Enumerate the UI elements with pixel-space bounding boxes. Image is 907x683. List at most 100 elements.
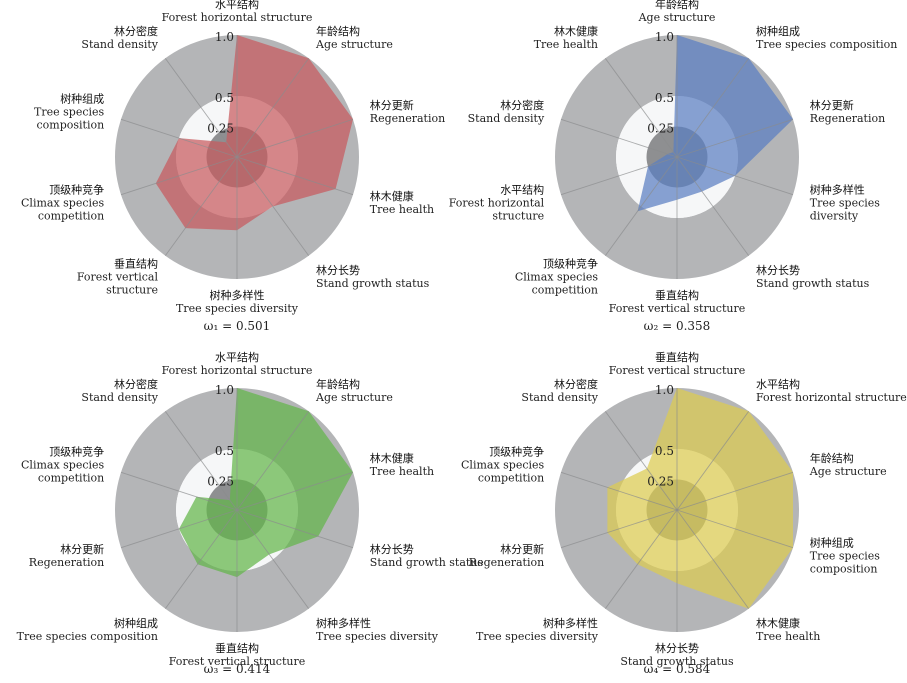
axis-label-en: Regeneration [810, 112, 885, 125]
axis-label-en: Tree species [810, 550, 880, 563]
axis-label-cn: 林分更新 [370, 98, 414, 112]
axis-label-cn: 林分密度 [554, 377, 598, 391]
axis-spoke [164, 509, 238, 609]
axis-label-cn: 林木健康 [554, 24, 598, 38]
axis-label-en: Forest horizontal structure [162, 364, 313, 377]
axis-label-cn: 林分密度 [500, 98, 544, 112]
axis-label-en: Regeneration [29, 556, 104, 569]
axis-spoke [676, 156, 750, 256]
axis-label-en: Age structure [315, 38, 393, 51]
axis-label-en: Climax species [21, 197, 105, 210]
axis-spoke [236, 118, 354, 158]
axis-label-en: Tree health [370, 203, 434, 216]
axis-label-cn: 树种组成 [810, 536, 854, 550]
axis-label-en: Regeneration [469, 556, 544, 569]
axis-label-cn: 垂直结构 [114, 257, 158, 271]
axis-spoke [604, 411, 678, 511]
tick-label: 0.25 [207, 122, 234, 136]
axis-label-en: Age structure [809, 465, 887, 478]
axis-label-cn: 水平结构 [756, 377, 800, 391]
axis-spoke [164, 411, 238, 511]
axis-label-cn: 林木健康 [370, 451, 414, 465]
axis-label-en: Tree species [34, 105, 104, 118]
axis-spoke [120, 509, 238, 549]
axis-label-en: Tree species diversity [176, 302, 299, 315]
axis-label-en: structure [106, 284, 158, 297]
axis-label-cn: 林分长势 [316, 263, 360, 277]
tick-label: 0.5 [655, 444, 674, 458]
axis-label-en: competition [532, 284, 598, 297]
axis-label-cn: 水平结构 [215, 0, 259, 11]
axis-spoke [164, 156, 238, 256]
axis-spoke [676, 471, 794, 511]
axis-label-en: Forest vertical structure [609, 364, 745, 377]
axis-spoke [676, 156, 794, 196]
axis-spoke [236, 58, 310, 158]
axis-label-en: competition [38, 210, 104, 223]
axis-spoke [236, 156, 310, 256]
axis-label-cn: 树种多样性 [810, 183, 865, 197]
axis-label-en: diversity [810, 210, 859, 223]
axis-spoke [604, 58, 678, 158]
axis-label-cn: 垂直结构 [655, 350, 699, 364]
axis-label-cn: 水平结构 [500, 183, 544, 197]
axis-label-cn: 林分长势 [370, 542, 414, 556]
axis-label-en: Climax species [461, 458, 545, 471]
axis-label-en: Stand growth status [370, 556, 484, 569]
axis-label-en: Stand density [468, 112, 545, 125]
axis-label-en: Forest horizontal structure [756, 391, 907, 404]
axis-label-cn: 顶级种竞争 [489, 444, 544, 458]
axis-label-en: Age structure [315, 391, 393, 404]
omega-value: ω₃ = 0.414 [204, 662, 271, 676]
axis-label-cn: 林分密度 [114, 377, 158, 391]
axis-label-en: Forest horizontal structure [162, 11, 313, 24]
axis-label-en: Stand density [81, 38, 158, 51]
axis-spoke [236, 509, 354, 549]
axis-label-cn: 顶级种竞争 [49, 183, 104, 197]
axis-spoke [120, 118, 238, 158]
axis-label-en: Tree species diversity [316, 630, 439, 643]
data-polygon [637, 35, 793, 212]
axis-label-en: Tree species composition [756, 38, 897, 51]
tick-label: 0.5 [215, 91, 234, 105]
axis-label-cn: 顶级种竞争 [49, 444, 104, 458]
axis-label-cn: 树种组成 [114, 616, 158, 630]
axis-label-en: competition [478, 471, 544, 484]
axis-label-cn: 林分更新 [810, 98, 854, 112]
axis-spoke [604, 156, 678, 256]
tick-label: 1.0 [655, 383, 674, 397]
axis-label-en: Forest vertical [77, 271, 159, 284]
axis-label-cn: 年龄结构 [316, 377, 360, 391]
axis-label-en: Tree health [370, 465, 434, 478]
axis-label-en: Forest vertical structure [169, 655, 305, 668]
axis-spoke [120, 471, 238, 511]
axis-label-cn: 林分更新 [500, 542, 544, 556]
axis-label-en: Climax species [21, 458, 105, 471]
axis-label-en: Stand growth status [756, 277, 870, 290]
tick-label: 0.25 [207, 475, 234, 489]
tick-label: 1.0 [215, 30, 234, 44]
